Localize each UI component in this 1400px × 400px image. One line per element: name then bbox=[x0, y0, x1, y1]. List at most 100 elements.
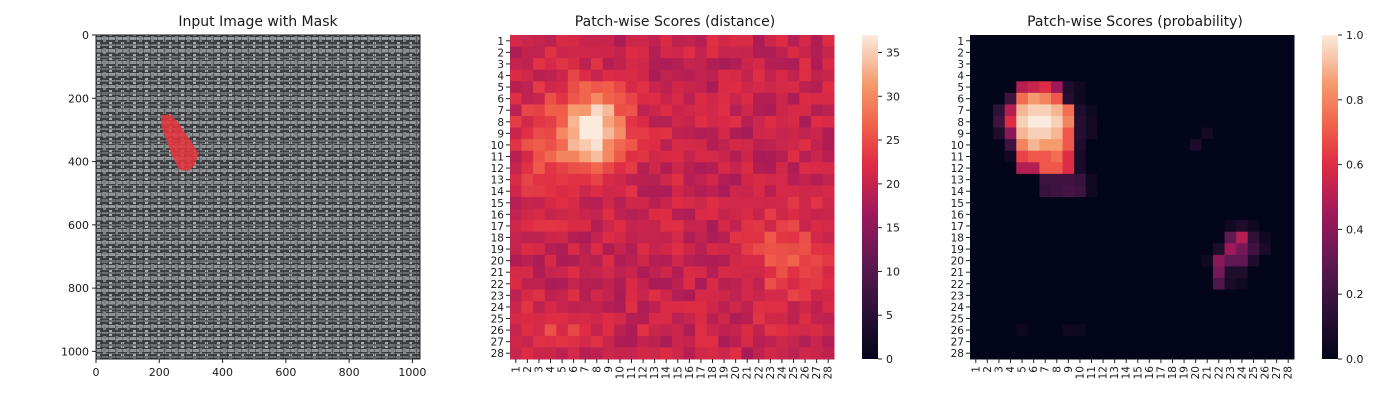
heatmap-cell bbox=[1270, 185, 1283, 198]
heatmap-cell bbox=[510, 69, 523, 82]
heatmap-cell bbox=[787, 254, 800, 267]
heatmap-cell bbox=[1155, 150, 1168, 163]
heatmap-cell bbox=[1016, 127, 1029, 140]
heatmap-cell bbox=[1236, 347, 1249, 360]
heatmap-cell bbox=[1108, 197, 1121, 210]
heatmap-cell bbox=[718, 139, 731, 152]
y-tick-label: 17 bbox=[491, 221, 504, 233]
heatmap-cell bbox=[591, 127, 604, 140]
heatmap-cell bbox=[556, 208, 569, 221]
heatmap-cell bbox=[567, 278, 580, 291]
heatmap-cell bbox=[1247, 347, 1260, 360]
heatmap-cell bbox=[1189, 347, 1202, 360]
heatmap-cell bbox=[1108, 301, 1121, 314]
heatmap-cell bbox=[1224, 104, 1237, 117]
heatmap-cell bbox=[718, 254, 731, 267]
heatmap-cell bbox=[648, 347, 661, 360]
heatmap-cell bbox=[822, 162, 835, 175]
heatmap-cell bbox=[591, 231, 604, 244]
x-tick-label: 13 bbox=[649, 366, 661, 379]
heatmap-cell bbox=[614, 139, 627, 152]
heatmap-cell bbox=[1155, 139, 1168, 152]
x-tick-label: 24 bbox=[776, 366, 788, 380]
heatmap-cell bbox=[1259, 116, 1272, 129]
heatmap-cell bbox=[799, 243, 812, 256]
heatmap-cell bbox=[1074, 289, 1087, 302]
heatmap-cell bbox=[810, 335, 823, 348]
heatmap-cell bbox=[1039, 92, 1052, 105]
heatmap-cell bbox=[1166, 173, 1179, 186]
heatmap-cell bbox=[1132, 289, 1145, 302]
heatmap-cell bbox=[544, 243, 557, 256]
heatmap-cell bbox=[753, 116, 766, 129]
heatmap-cell bbox=[1189, 58, 1202, 71]
heatmap-cell bbox=[510, 35, 523, 48]
heatmap-cell bbox=[1108, 162, 1121, 175]
heatmap-cell bbox=[683, 173, 696, 186]
heatmap-cell bbox=[981, 46, 994, 59]
heatmap-cell bbox=[521, 220, 534, 233]
heatmap-cell bbox=[591, 324, 604, 337]
heatmap-cell bbox=[1189, 289, 1202, 302]
heatmap-cell bbox=[614, 185, 627, 198]
heatmap-cell bbox=[1016, 254, 1029, 267]
heatmap-cell bbox=[567, 347, 580, 360]
heatmap-cell bbox=[776, 197, 789, 210]
heatmap-cell bbox=[718, 197, 731, 210]
heatmap-cell bbox=[1155, 231, 1168, 244]
heatmap-cell bbox=[764, 278, 777, 291]
heatmap-cell bbox=[1201, 220, 1214, 233]
heatmap-cell bbox=[1051, 150, 1064, 163]
y-tick-label: 7 bbox=[497, 105, 504, 117]
heatmap-cell bbox=[567, 104, 580, 117]
heatmap-cell bbox=[1201, 243, 1214, 256]
heatmap-cell bbox=[1270, 220, 1283, 233]
heatmap-cell bbox=[521, 301, 534, 314]
colorbar-tick-label: 0.0 bbox=[1346, 353, 1364, 366]
heatmap-cell bbox=[970, 104, 983, 117]
heatmap-cell bbox=[741, 150, 754, 163]
heatmap-cell bbox=[1039, 197, 1052, 210]
heatmap-cell bbox=[1143, 278, 1156, 291]
heatmap-cell bbox=[1201, 81, 1214, 94]
heatmap-cell bbox=[1282, 347, 1295, 360]
heatmap-cell bbox=[1224, 139, 1237, 152]
heatmap-cell bbox=[729, 92, 742, 105]
heatmap-cell bbox=[753, 139, 766, 152]
heatmap-cell bbox=[1132, 139, 1145, 152]
heatmap-cell bbox=[1247, 266, 1260, 279]
y-tick-label: 28 bbox=[951, 348, 964, 360]
heatmap-cell bbox=[1178, 208, 1191, 221]
heatmap-cell bbox=[1224, 208, 1237, 221]
heatmap-cell bbox=[1155, 220, 1168, 233]
heatmap-cell bbox=[579, 301, 592, 314]
heatmap-cell bbox=[510, 127, 523, 140]
y-tick-label: 21 bbox=[491, 267, 504, 279]
heatmap-cell bbox=[1062, 58, 1075, 71]
x-tick-label: 200 bbox=[149, 366, 170, 379]
x-tick-label: 800 bbox=[339, 366, 360, 379]
heatmap-cell bbox=[1097, 278, 1110, 291]
heatmap-cell bbox=[1062, 162, 1075, 175]
x-tick-label: 0 bbox=[93, 366, 100, 379]
heatmap-cell bbox=[764, 69, 777, 82]
heatmap-cell bbox=[741, 116, 754, 129]
heatmap-cell bbox=[648, 35, 661, 48]
heatmap-cell bbox=[1051, 220, 1064, 233]
heatmap-cell bbox=[602, 116, 615, 129]
heatmap-cell bbox=[1178, 46, 1191, 59]
heatmap-cell bbox=[1166, 335, 1179, 348]
heatmap-cell bbox=[567, 254, 580, 267]
heatmap-cell bbox=[1120, 173, 1133, 186]
heatmap-cell bbox=[993, 254, 1006, 267]
heatmap-cell bbox=[1178, 231, 1191, 244]
heatmap-cell bbox=[1270, 347, 1283, 360]
heatmap-cell bbox=[660, 162, 673, 175]
heatmap-cell bbox=[1039, 335, 1052, 348]
fabric-texture-overlay bbox=[96, 35, 420, 359]
heatmap-cell bbox=[753, 104, 766, 117]
heatmap-cell bbox=[1097, 254, 1110, 267]
x-tick-label: 13 bbox=[1109, 366, 1121, 379]
heatmap-cell bbox=[981, 312, 994, 325]
x-tick-label: 14 bbox=[661, 366, 673, 380]
